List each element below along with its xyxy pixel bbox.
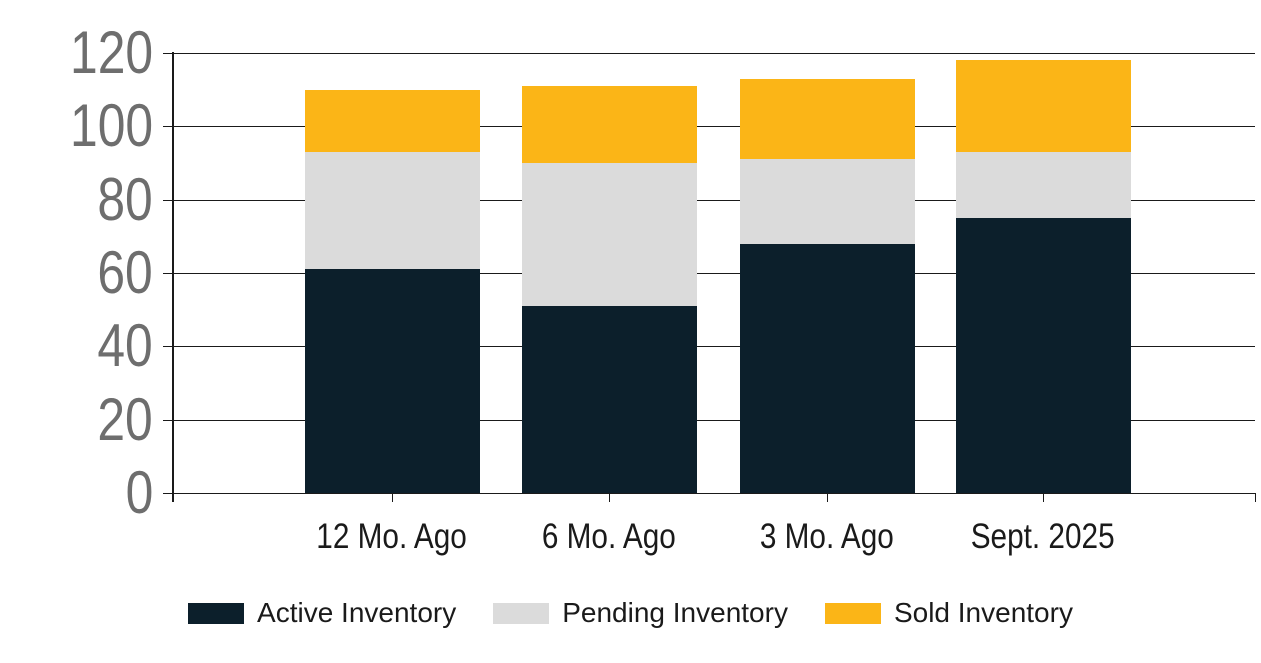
y-axis-tick-label: 120 <box>0 22 153 84</box>
bar-segment-pending-inventory <box>521 163 697 306</box>
x-axis-label-text: 6 Mo. Ago <box>542 517 676 556</box>
bar-segment-pending-inventory <box>304 152 480 270</box>
legend-item: Sold Inventory <box>824 597 1073 628</box>
legend-swatch <box>824 602 881 624</box>
y-axis-tick-label: 100 <box>0 95 153 157</box>
x-axis-tick <box>827 493 828 502</box>
x-axis-tick <box>1255 493 1256 502</box>
legend-item: Active Inventory <box>188 598 456 628</box>
y-axis-tick-text: 80 <box>97 165 153 233</box>
gridline <box>163 346 1255 348</box>
x-axis-label: 3 Mo. Ago <box>707 516 947 558</box>
y-axis-tick-label: 80 <box>0 165 153 233</box>
x-axis-label: 6 Mo. Ago <box>489 516 729 558</box>
x-axis-tick <box>609 493 610 502</box>
y-axis-tick-text: 20 <box>97 385 153 453</box>
bar-segment-pending-inventory <box>739 159 915 244</box>
gridline <box>163 419 1255 421</box>
bar-segment-active-inventory <box>521 306 697 493</box>
legend-swatch <box>493 602 550 624</box>
y-axis-tick-label: 40 <box>0 315 153 377</box>
bar-segment-active-inventory <box>304 269 480 493</box>
bar-segment-sold-inventory <box>955 60 1131 152</box>
legend-label: Pending Inventory <box>562 597 788 628</box>
legend-label: Sold Inventory <box>893 597 1073 628</box>
gridline <box>163 199 1255 201</box>
chart-legend: Active Inventory Pending Inventory Sold In… <box>0 598 1261 628</box>
legend-item: Pending Inventory <box>493 598 788 628</box>
bar-segment-pending-inventory <box>955 152 1131 218</box>
y-axis-tick-label: 0 <box>0 462 153 524</box>
bar-segment-sold-inventory <box>521 86 697 163</box>
gridline <box>163 53 1255 54</box>
x-axis-label-text: Sept. 2025 <box>971 517 1115 556</box>
gridline <box>163 493 1255 494</box>
y-axis-tick-text: 0 <box>125 459 153 526</box>
x-axis-label: Sept. 2025 <box>923 516 1163 558</box>
gridline <box>163 126 1255 128</box>
bar-segment-active-inventory <box>739 243 915 493</box>
y-axis-line <box>172 52 174 502</box>
y-axis-tick-text: 100 <box>69 92 153 160</box>
x-axis-tick <box>1043 493 1044 502</box>
bar-segment-sold-inventory <box>304 89 480 152</box>
x-axis-label-text: 12 Mo. Ago <box>316 517 468 556</box>
bar-segment-active-inventory <box>955 218 1131 493</box>
y-axis-tick-text: 40 <box>97 312 153 380</box>
x-axis-label: 12 Mo. Ago <box>272 516 512 558</box>
legend-swatch <box>188 602 245 624</box>
y-axis-tick-label: 20 <box>0 385 153 453</box>
y-axis-tick-text: 120 <box>69 19 153 86</box>
y-axis-tick-text: 60 <box>97 239 153 306</box>
gridline <box>163 273 1255 274</box>
y-axis-tick-label: 60 <box>0 242 153 304</box>
x-axis-label-text: 3 Mo. Ago <box>760 517 894 556</box>
legend-label: Active Inventory <box>257 597 457 628</box>
x-axis-tick <box>392 493 393 502</box>
bar-segment-sold-inventory <box>739 78 915 160</box>
x-axis-tick <box>173 493 174 502</box>
